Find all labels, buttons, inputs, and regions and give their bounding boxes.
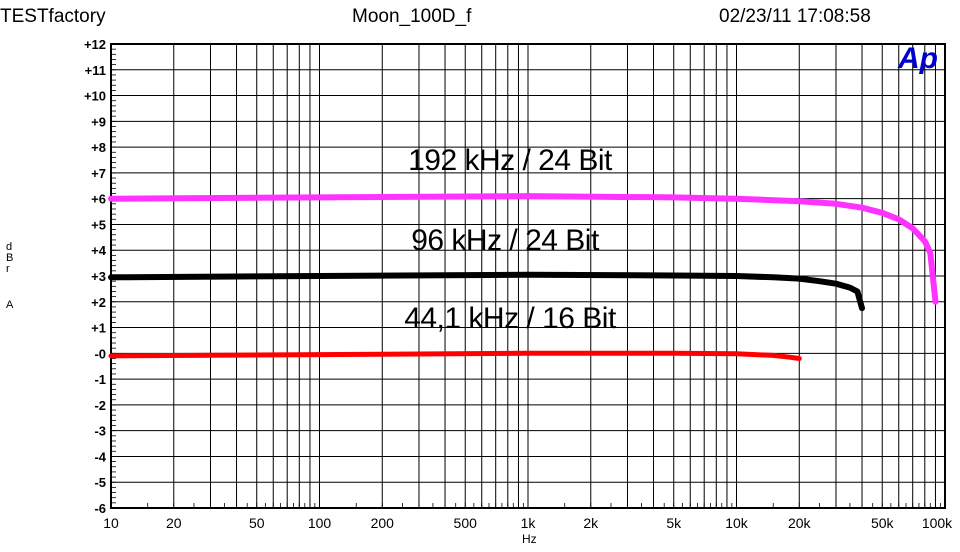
y-tick-label: +6 [91, 192, 106, 207]
y-tick-label: -4 [94, 449, 106, 464]
x-axis-label: Hz [522, 532, 537, 546]
x-tick-label: 50 [249, 515, 265, 531]
x-tick-label: 200 [371, 515, 395, 531]
series-line [108, 271, 865, 312]
y-tick-label: +10 [84, 89, 106, 104]
x-tick-label: 20k [788, 515, 812, 531]
x-tick-label: 100k [922, 515, 953, 531]
header-center-title: Moon_100D_f [352, 6, 472, 27]
y-tick-label: -6 [94, 501, 106, 516]
header-timestamp: 02/23/11 17:08:58 [719, 6, 871, 27]
y-tick-label: +4 [91, 243, 107, 258]
y-tick-label: -1 [94, 372, 106, 387]
x-tick-label: 500 [454, 515, 478, 531]
y-tick-label: +5 [91, 217, 106, 232]
ap-logo-icon: Ap [897, 42, 938, 74]
y-tick-label: +12 [84, 37, 106, 52]
series-line [108, 350, 802, 361]
series-line [108, 193, 939, 305]
x-tick-label: 50k [871, 515, 895, 531]
series-annotation: 96 kHz / 24 Bit [411, 224, 600, 257]
y-tick-label: +9 [91, 114, 106, 129]
x-tick-label: 10k [725, 515, 749, 531]
y-tick-label: +7 [91, 166, 106, 181]
y-tick-label: +1 [91, 321, 106, 336]
x-tick-label: 20 [166, 515, 182, 531]
x-tick-label: 2k [583, 515, 599, 531]
y-tick-label: +11 [85, 63, 106, 78]
x-tick-label: 1k [521, 515, 537, 531]
header-left-title: TESTfactory [0, 6, 106, 27]
ap-logo-text: Ap [897, 42, 938, 74]
series-annotation: 192 kHz / 24 Bit [408, 144, 613, 177]
x-tick-label: 5k [666, 515, 682, 531]
y-tick-label: -3 [94, 424, 106, 439]
y-axis-label-r: r [6, 263, 10, 275]
y-axis-label-a: A [6, 299, 14, 311]
x-tick-label: 100 [308, 515, 332, 531]
series-annotation: 44,1 kHz / 16 Bit [404, 302, 617, 335]
y-tick-label: -2 [94, 398, 106, 413]
y-tick-label: -0 [94, 346, 106, 361]
y-axis-label-d: d [6, 241, 13, 253]
y-tick-label: +2 [91, 295, 106, 310]
x-tick-label: 10 [103, 515, 119, 531]
y-tick-label: +8 [91, 140, 106, 155]
y-tick-label: +3 [91, 269, 106, 284]
y-tick-label: -5 [94, 475, 106, 490]
y-axis-label-b: B [6, 252, 14, 264]
